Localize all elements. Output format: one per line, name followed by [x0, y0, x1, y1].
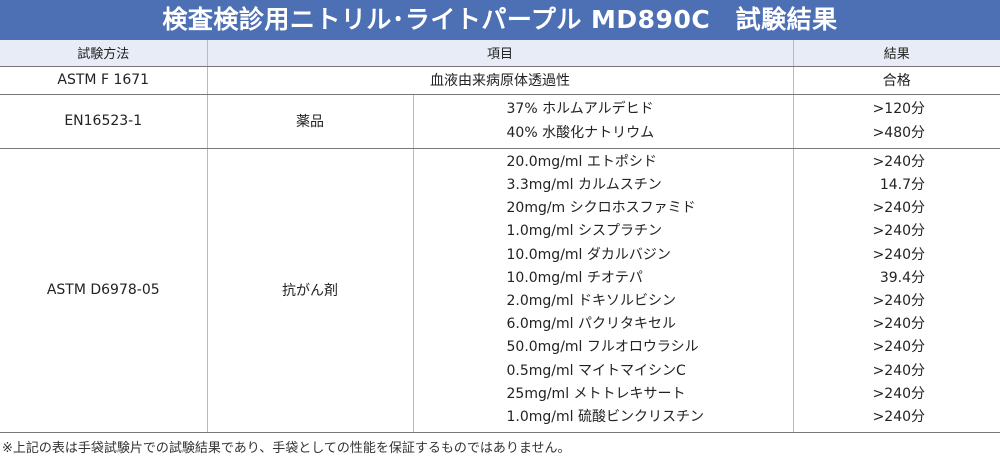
test-substance: 6.0mg/ml パクリタキセル [506, 316, 676, 333]
test-substance: 40% 水酸化ナトリウム [506, 125, 655, 141]
table-header-row: 試験方法 項目 結果 [0, 40, 1000, 67]
item-list: 37% ホルムアルデヒド 40% 水酸化ナトリウム [412, 94, 794, 149]
item-list: 20.0mg/ml エトポシド 3.3mg/ml カルムスチン 20mg/m シクロ… [412, 148, 794, 433]
test-substance: 10.0mg/ml チオテパ [506, 269, 643, 286]
test-substance: 37% ホルムアルデヒド [506, 101, 654, 117]
result-value: 39.4分 [879, 269, 926, 286]
result-cell: 合格 [792, 66, 1000, 95]
result-value: >240分 [872, 200, 926, 217]
test-substance: 0.5mg/ml マイトマイシンC [506, 362, 686, 379]
result-value: >240分 [872, 246, 926, 263]
method-cell: EN16523-1 [0, 94, 207, 149]
item-cell: 血液由来病原体透過性 [206, 66, 794, 95]
table-row: ASTM F 1671 血液由来病原体透過性 合格 [0, 66, 1000, 95]
result-list: >240分 14.7分 >240分 >240分 >240分 39.4分 >240分 >240分… [792, 148, 1000, 433]
test-substance: 2.0mg/ml ドキソルビシン [506, 293, 676, 309]
header-result: 結果 [792, 40, 1000, 67]
result-value: >240分 [872, 153, 926, 170]
result-value: >240分 [872, 223, 926, 240]
result-value: >240分 [872, 362, 926, 379]
result-value: >240分 [872, 339, 926, 356]
result-value: >240分 [872, 293, 926, 309]
test-substance: 1.0mg/ml シスプラチン [506, 223, 662, 240]
footnote: ※上記の表は手袋試験片での試験結果であり、手袋としての性能を保証するものではあり… [2, 440, 571, 456]
method-cell: ASTM D6978-05 [0, 148, 207, 433]
test-substance: 50.0mg/ml フルオロウラシル [506, 339, 699, 356]
result-list: >120分 >480分 [792, 94, 1000, 149]
test-substance: 25mg/ml メトトレキサート [506, 385, 686, 402]
page-title: 検査検診用ニトリル･ライトパープル MD890C 試験結果 [0, 0, 1000, 40]
result-value: 14.7分 [879, 177, 926, 194]
method-cell: ASTM F 1671 [0, 66, 207, 95]
test-substance: 1.0mg/ml 硫酸ビンクリスチン [506, 408, 704, 425]
test-substance: 3.3mg/ml カルムスチン [506, 177, 662, 194]
test-substance: 20mg/m シクロホスファミド [506, 200, 696, 217]
results-table: 試験方法 項目 結果 ASTM F 1671 血液由来病原体透過性 合格 EN1… [0, 40, 1000, 433]
result-value: >240分 [872, 316, 926, 333]
category-cell: 抗がん剤 [206, 148, 413, 433]
result-value: >480分 [872, 125, 926, 141]
table-row: ASTM D6978-05 抗がん剤 20.0mg/ml エトポシド 3.3mg/… [0, 148, 1000, 433]
table-row: EN16523-1 薬品 37% ホルムアルデヒド 40% 水酸化ナトリウム >1… [0, 94, 1000, 149]
test-substance: 10.0mg/ml ダカルバジン [506, 246, 671, 263]
test-substance: 20.0mg/ml エトポシド [506, 153, 657, 170]
result-value: >120分 [872, 101, 926, 117]
category-cell: 薬品 [206, 94, 413, 149]
result-value: >240分 [872, 408, 926, 425]
header-method: 試験方法 [0, 40, 207, 67]
header-item: 項目 [206, 40, 794, 67]
result-value: >240分 [872, 385, 926, 402]
